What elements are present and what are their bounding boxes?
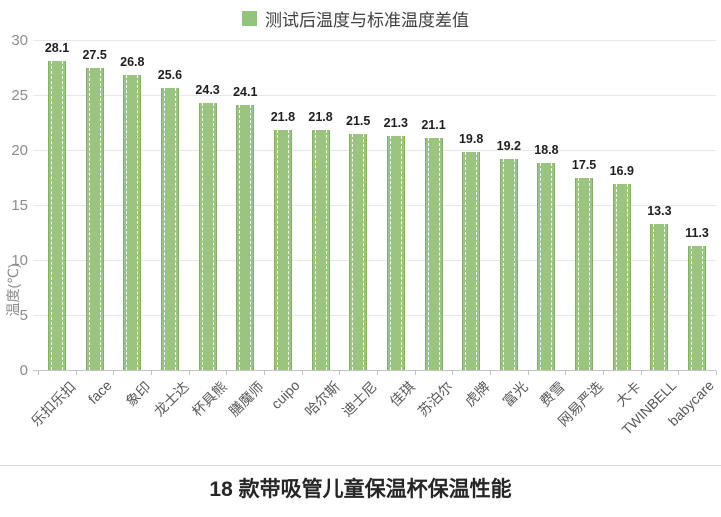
x-tick-mark — [715, 371, 717, 375]
y-tick-label: 30 — [11, 32, 28, 49]
y-axis-title: 温度(℃) — [5, 263, 21, 317]
bar — [273, 130, 292, 370]
x-tick-mark — [151, 371, 153, 375]
bar — [612, 184, 631, 370]
bar-value-label: 21.8 — [270, 110, 296, 125]
x-tick-mark — [414, 371, 416, 375]
x-tick-label: 虎牌 — [461, 378, 493, 410]
bar — [85, 67, 104, 370]
bar-value-label: 18.8 — [534, 143, 559, 158]
x-tick-mark — [113, 371, 115, 375]
bar-value-label: 19.8 — [458, 132, 484, 147]
x-tick-label: 乐扣乐扣 — [27, 378, 79, 430]
x-tick-mark — [339, 371, 341, 375]
grid-line — [33, 260, 716, 261]
x-tick-mark — [38, 371, 40, 375]
x-tick-mark — [678, 371, 680, 375]
grid-line — [33, 205, 716, 206]
bar-value-label: 21.5 — [346, 113, 371, 128]
x-tick-mark — [264, 371, 266, 375]
grid-line — [33, 40, 716, 41]
x-tick-label: face — [84, 377, 115, 408]
bar-value-label: 21.1 — [421, 117, 446, 132]
bar — [349, 133, 368, 370]
x-axis-line — [33, 370, 716, 371]
chart-title: 18 款带吸管儿童保温杯保温性能 — [209, 478, 512, 501]
bar-value-label: 11.3 — [685, 225, 709, 240]
grid-line — [33, 95, 716, 96]
bar-value-label: 17.5 — [571, 157, 597, 172]
legend-marker-icon — [242, 11, 257, 26]
x-tick-label: 杯具熊 — [188, 378, 230, 420]
x-tick-mark — [226, 371, 228, 375]
bar — [688, 245, 707, 371]
x-tick-mark — [75, 371, 77, 375]
bar — [537, 163, 556, 370]
bar — [424, 137, 443, 371]
bar-value-label: 25.6 — [157, 68, 183, 83]
x-tick-mark — [602, 371, 604, 375]
legend: 测试后温度与标准温度差值 — [242, 6, 469, 31]
bar-value-label: 24.1 — [233, 84, 258, 99]
y-tick-label: 0 — [19, 362, 28, 379]
bar — [160, 88, 179, 370]
y-tick-label: 10 — [11, 252, 28, 269]
x-tick-label: 迪士尼 — [338, 378, 380, 420]
x-tick-label: cuipo — [268, 377, 304, 412]
x-tick-label: 富光 — [499, 378, 531, 410]
x-tick-mark — [188, 371, 190, 375]
x-tick-mark — [301, 371, 303, 375]
y-tick-label: 15 — [11, 197, 28, 214]
grid-line — [33, 315, 716, 316]
legend-label: 测试后温度与标准温度差值 — [265, 11, 469, 30]
bar-value-label: 28.1 — [44, 40, 70, 55]
divider-line — [0, 465, 721, 466]
x-tick-mark — [565, 371, 567, 375]
y-tick-label: 20 — [11, 142, 28, 159]
bar — [575, 177, 594, 370]
x-tick-mark — [489, 371, 491, 375]
bar — [198, 102, 217, 371]
bar — [650, 223, 669, 371]
x-tick-mark — [527, 371, 529, 375]
x-tick-label: 哈尔斯 — [301, 378, 343, 420]
bar-value-label: 24.3 — [195, 82, 220, 97]
bar-value-label: 16.9 — [609, 164, 634, 179]
x-tick-mark — [452, 371, 454, 375]
bar — [386, 135, 405, 371]
bar-value-label: 13.3 — [647, 203, 672, 218]
bar — [499, 158, 518, 371]
bar-value-label: 27.5 — [82, 47, 107, 62]
bar — [48, 60, 66, 371]
grid-line — [33, 150, 716, 151]
x-tick-mark — [377, 371, 379, 375]
x-tick-mark — [640, 371, 642, 375]
x-tick-label: 龙士达 — [150, 378, 192, 420]
x-tick-label: 苏泊尔 — [414, 378, 456, 420]
bar — [311, 130, 330, 370]
x-tick-label: 膳魔师 — [225, 378, 267, 420]
y-tick-label: 5 — [19, 307, 28, 324]
bar — [123, 75, 142, 370]
y-tick-label: 25 — [11, 87, 28, 104]
bar-value-label: 21.8 — [308, 110, 333, 125]
bar — [236, 104, 255, 371]
bar-value-label: 21.3 — [383, 115, 409, 130]
bar-value-label: 19.2 — [496, 138, 521, 153]
bar-value-label: 26.8 — [120, 55, 145, 70]
bar — [462, 152, 481, 370]
